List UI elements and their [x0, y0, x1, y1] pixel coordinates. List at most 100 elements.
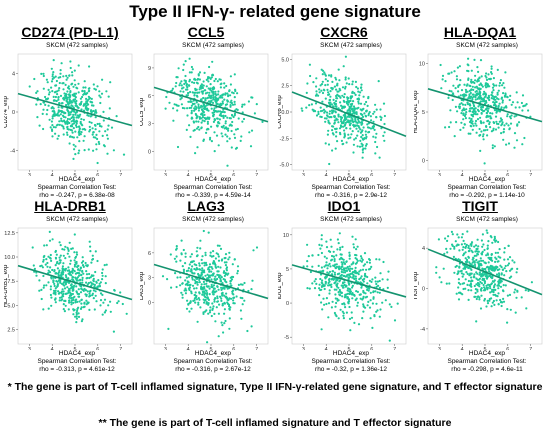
- data-point: [83, 288, 86, 291]
- regression-line: [17, 92, 133, 127]
- data-point: [473, 254, 476, 257]
- data-point: [61, 114, 65, 117]
- data-point: [336, 97, 339, 100]
- data-point: [175, 260, 178, 263]
- data-point: [190, 268, 193, 271]
- data-point: [82, 104, 85, 107]
- x-tick-label: 6: [506, 173, 509, 176]
- data-point: [94, 270, 97, 274]
- data-point: [453, 70, 456, 73]
- data-point: [64, 304, 67, 307]
- data-point: [221, 291, 224, 294]
- data-point: [447, 235, 450, 238]
- data-point: [476, 253, 480, 256]
- data-point: [336, 84, 339, 87]
- data-point: [468, 84, 471, 87]
- data-point: [344, 275, 347, 278]
- data-point: [323, 303, 326, 306]
- data-point: [86, 290, 89, 293]
- data-point: [225, 281, 228, 284]
- data-point: [502, 290, 505, 293]
- data-point: [213, 110, 216, 114]
- data-point: [493, 121, 496, 125]
- data-point: [205, 131, 208, 134]
- data-point: [475, 320, 478, 323]
- data-point: [79, 113, 82, 116]
- data-point: [81, 288, 84, 291]
- data-point: [202, 280, 205, 283]
- data-point: [101, 274, 104, 277]
- data-point: [508, 127, 511, 130]
- data-point: [372, 125, 375, 128]
- data-point: [454, 265, 457, 268]
- data-point: [66, 90, 69, 93]
- data-point: [361, 258, 364, 261]
- data-point: [442, 267, 445, 270]
- data-point: [195, 267, 198, 270]
- data-point: [471, 120, 474, 123]
- data-point: [356, 301, 359, 304]
- data-point: [467, 78, 470, 81]
- data-point: [63, 287, 67, 290]
- data-point: [117, 300, 120, 303]
- data-point: [510, 103, 513, 106]
- data-point: [61, 106, 64, 109]
- data-point: [56, 260, 59, 264]
- data-point: [499, 264, 502, 267]
- data-point: [378, 279, 381, 283]
- data-point: [507, 244, 510, 247]
- data-point: [47, 104, 50, 107]
- data-point: [68, 74, 71, 77]
- data-point: [335, 105, 338, 108]
- data-point: [219, 86, 222, 89]
- data-point: [466, 69, 469, 72]
- data-point: [341, 302, 344, 306]
- data-point: [219, 279, 222, 282]
- data-point: [180, 239, 183, 242]
- y-tick-label: 3: [148, 122, 151, 128]
- data-point: [480, 287, 483, 290]
- data-point: [460, 112, 463, 115]
- data-point: [356, 124, 359, 127]
- data-point: [359, 297, 362, 300]
- data-point: [229, 279, 232, 282]
- data-point: [497, 303, 500, 306]
- data-point: [381, 278, 384, 281]
- data-point: [179, 82, 182, 85]
- data-point: [462, 239, 465, 242]
- data-point: [502, 297, 505, 300]
- data-point: [317, 253, 320, 257]
- data-point: [42, 308, 45, 311]
- data-point: [204, 292, 207, 295]
- data-point: [358, 145, 362, 148]
- data-point: [70, 270, 74, 273]
- data-point: [357, 273, 360, 276]
- data-point: [491, 146, 494, 150]
- data-point: [351, 130, 354, 133]
- data-point: [458, 65, 461, 68]
- data-point: [463, 114, 467, 118]
- data-point: [453, 245, 456, 249]
- data-point: [353, 321, 356, 324]
- data-point: [327, 281, 330, 285]
- data-point: [198, 128, 201, 131]
- data-point: [469, 262, 472, 265]
- data-point: [74, 83, 77, 86]
- panel-subtitle: SKCM (472 samples): [320, 42, 382, 49]
- data-point: [204, 97, 207, 100]
- data-point: [195, 101, 198, 104]
- data-point: [476, 250, 480, 253]
- data-point: [470, 289, 473, 292]
- data-point: [356, 290, 359, 293]
- data-point: [87, 114, 90, 117]
- data-point: [483, 96, 486, 99]
- data-point: [179, 276, 182, 279]
- data-point: [499, 301, 502, 304]
- data-point: [475, 254, 478, 257]
- data-point: [368, 306, 372, 309]
- data-point: [67, 266, 70, 269]
- data-point: [221, 287, 224, 290]
- data-point: [213, 312, 216, 315]
- data-point: [357, 102, 360, 105]
